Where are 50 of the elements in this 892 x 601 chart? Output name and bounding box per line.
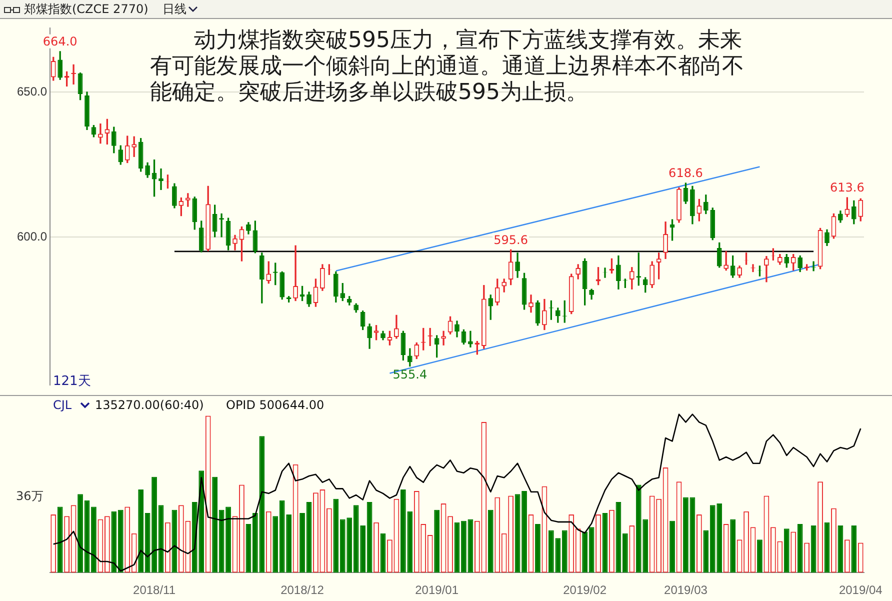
text: 135270.00(60:40) xyxy=(95,398,204,412)
chart-subtitle: 日线 xyxy=(162,2,186,16)
bar xyxy=(57,506,63,573)
text: CJL xyxy=(53,398,72,412)
x-tick-label: 2018/11 xyxy=(133,583,176,598)
x-tick-label: 2018/12 xyxy=(280,583,324,598)
bar xyxy=(152,476,157,573)
bar xyxy=(636,484,642,573)
bar xyxy=(670,520,675,573)
annotation: 动力煤指数突破595压力，宣布下方蓝线支撑有效。未来有可能发展成一个倾斜向上的通道。通道上边界样本不都尚不能确定。突破后进场多单以跌破595为止损。 xyxy=(150,28,745,106)
x-tick-label: 2019/03 xyxy=(664,583,708,598)
y-tick-label: 650.0 xyxy=(16,84,48,98)
bar xyxy=(434,510,440,573)
bar xyxy=(461,520,466,573)
bar xyxy=(851,526,857,573)
bar xyxy=(683,497,688,573)
text: 36万 xyxy=(16,488,44,505)
bar xyxy=(300,512,305,573)
bar xyxy=(286,514,292,573)
bar xyxy=(259,436,265,573)
x-tick-label: 2019/04 xyxy=(838,583,883,598)
bar xyxy=(730,519,736,573)
y-tick-label: 600.0 xyxy=(16,229,48,244)
bar xyxy=(716,504,722,573)
bar xyxy=(488,510,494,573)
candlestick xyxy=(528,294,534,313)
annotation: 121天 xyxy=(53,373,91,390)
x-tick-label: 2019/02 xyxy=(563,583,607,598)
bar xyxy=(757,540,762,573)
bar xyxy=(797,524,803,573)
annotation: 664.0 xyxy=(42,34,78,49)
annotation: 618.6 xyxy=(668,166,703,180)
candlestick xyxy=(98,124,103,144)
bar xyxy=(642,519,648,573)
chart-title: 郑煤指数(CZCE 2770) xyxy=(24,2,148,16)
text: OPID 500644.00 xyxy=(226,398,324,412)
candlestick xyxy=(293,245,298,302)
bar xyxy=(535,524,540,573)
bar xyxy=(784,528,790,573)
bar xyxy=(226,506,231,573)
bar xyxy=(407,511,413,573)
bar xyxy=(91,506,96,573)
bar xyxy=(78,494,83,573)
annotation: 595.6 xyxy=(494,232,528,247)
bar xyxy=(548,530,554,573)
x-tick-label: 2019/01 xyxy=(415,583,459,598)
annotation: 613.6 xyxy=(830,180,864,195)
bar xyxy=(400,489,406,573)
bar xyxy=(522,491,527,573)
annotation: 555.4 xyxy=(392,367,428,382)
